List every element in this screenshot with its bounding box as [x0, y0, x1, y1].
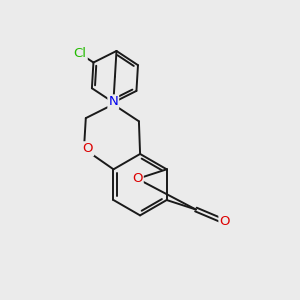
Text: O: O [219, 215, 230, 228]
Text: O: O [132, 172, 143, 185]
Text: N: N [108, 95, 118, 108]
Text: Cl: Cl [74, 47, 87, 60]
Text: O: O [83, 142, 93, 155]
